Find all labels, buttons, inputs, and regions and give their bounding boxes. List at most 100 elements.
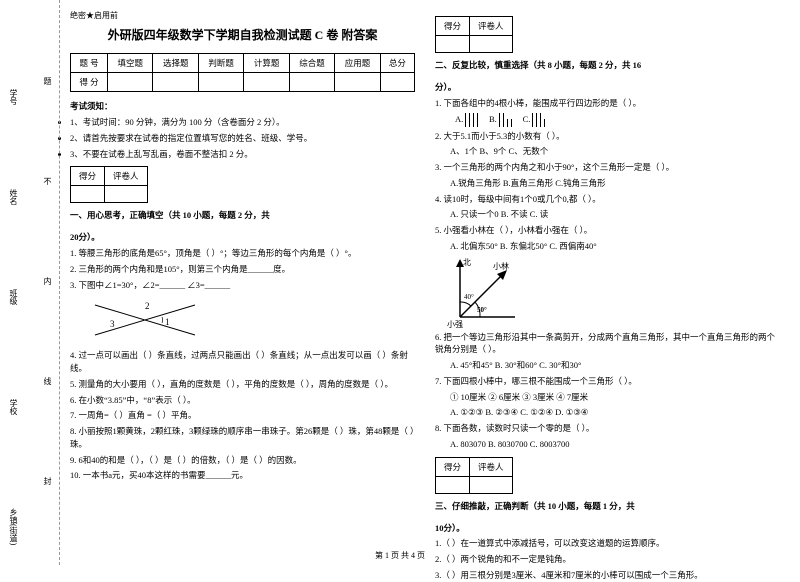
s2-q4-opts: A. 只读一个0 B. 不读 C. 读 [435, 208, 780, 221]
notice-1: 1、考试时间：90 分钟，满分为 100 分（含卷面分 2 分）。 [70, 116, 415, 129]
s2-q7-opts1: ① 10厘米 ② 6厘米 ③ 3厘米 ④ 7厘米 [435, 391, 780, 404]
marker3-blank-1[interactable] [436, 476, 470, 493]
marker3-blank-2[interactable] [470, 476, 513, 493]
score-r-6[interactable] [335, 73, 380, 92]
s1-q4: 4. 过一点可以画出（ ）条直线，过两点只能画出（ ）条直线；从一点出发可以画（… [70, 349, 415, 375]
svg-text:40°: 40° [464, 293, 474, 301]
score-h-1: 填空题 [108, 54, 153, 73]
dash-label-3: 内 [42, 277, 53, 285]
s2-q3-opts: A.锐角三角形 B.直角三角形 C.钝角三角形 [435, 177, 780, 190]
angle-3: 3 [110, 319, 115, 329]
marker-score: 得分 [71, 167, 105, 186]
score-r-2[interactable] [153, 73, 198, 92]
marker-grader: 评卷人 [105, 167, 148, 186]
s1-q1: 1. 等腰三角形的底角是65°，顶角是（ ）°；等边三角形的每个内角是（ ）°。 [70, 247, 415, 260]
s3-q1: 1.（ ）在一道算式中添减括号，可以改变这道题的运算顺序。 [435, 537, 780, 550]
s2-q4: 4. 读10时，每级中间有1个0或几个0,都（ ）。 [435, 193, 780, 206]
score-table: 题 号 填空题 选择题 判断题 计算题 综合题 应用题 总分 得 分 [70, 53, 415, 92]
binding-margin: 乡镇(街道) 学校 班级 姓名 学号 封 线 内 不 题 [0, 0, 60, 565]
marker-blank-1[interactable] [71, 186, 105, 203]
s1-q10: 10. 一本书a元，买40本这样的书需要______元。 [70, 469, 415, 482]
marker2-blank-2[interactable] [470, 36, 513, 53]
score-r-7[interactable] [380, 73, 414, 92]
dash-label-2: 线 [42, 377, 53, 385]
opt-b-label: B. [489, 114, 497, 124]
notice-title: 考试须知： [70, 100, 415, 112]
score-h-4: 计算题 [244, 54, 289, 73]
svg-text:北: 北 [463, 258, 471, 267]
dash-label-5: 题 [42, 77, 53, 85]
s2-q2: 2. 大于5.1而小于5.3的小数有（ ）。 [435, 130, 780, 143]
s1-q6: 6. 在小数“3.85”中，“8”表示（ ）。 [70, 394, 415, 407]
marker3-score: 得分 [436, 457, 470, 476]
s3-q3: 3.（ ）用三根分别是3厘米、4厘米和7厘米的小棒可以围成一个三角形。 [435, 569, 780, 582]
svg-text:50°: 50° [477, 306, 487, 314]
opt-a-label: A. [455, 114, 463, 124]
s1-q2: 2. 三角形的两个内角和是105°，则第三个内角是______度。 [70, 263, 415, 276]
score-h-0: 题 号 [71, 54, 108, 73]
marker2-grader: 评卷人 [470, 17, 513, 36]
svg-text:小林: 小林 [493, 261, 509, 271]
section-1-cont: 20分）。 [70, 231, 415, 244]
dash-label-4: 不 [42, 177, 53, 185]
s2-q5-opts: A. 北偏东50° B. 东偏北50° C. 西偏南40° [435, 240, 780, 253]
marker3-grader: 评卷人 [470, 457, 513, 476]
angle-figure: 3 2 1 [90, 295, 200, 345]
s2-q7-opts2: A. ①②③ B. ②③④ C. ①②④ D. ①③④ [435, 406, 780, 419]
s2-q8-opts: A. 803070 B. 8030700 C. 8003700 [435, 438, 780, 451]
marker-table-2: 得分评卷人 [435, 16, 513, 53]
s2-q2-opts: A、1个 B、9个 C、无数个 [435, 145, 780, 158]
marker-table-1: 得分评卷人 [70, 166, 148, 203]
s2-q8: 8. 下面各数，读数时只读一个零的是（ ）。 [435, 422, 780, 435]
s2-q1: 1. 下面各组中的4根小棒，能围成平行四边形的是（ ）。 [435, 97, 780, 110]
marker2-blank-1[interactable] [436, 36, 470, 53]
s1-q5: 5. 测量角的大小要用（ ），直角的度数是（ ），平角的度数是（ ），周角的度数… [70, 378, 415, 391]
notice-3: 3、不要在试卷上乱写乱画，卷面不整洁扣 2 分。 [70, 148, 415, 161]
section-3-cont: 10分）。 [435, 522, 780, 535]
page-footer: 第 1 页 共 4 页 [0, 550, 800, 561]
bars-b [499, 113, 512, 127]
label-name: 姓名 [8, 189, 19, 205]
section-2-title: 二、反复比较，慎重选择（共 8 小题，每题 2 分，共 16 [435, 60, 641, 70]
s2-q6-opts: A. 45°和45° B. 30°和60° C. 30°和30° [435, 359, 780, 372]
s2-q5: 5. 小强看小林在（ ），小林看小强在（ ）。 [435, 224, 780, 237]
bars-a [465, 113, 478, 127]
marker-blank-2[interactable] [105, 186, 148, 203]
score-h-6: 应用题 [335, 54, 380, 73]
score-h-7: 总分 [380, 54, 414, 73]
marker-table-3: 得分评卷人 [435, 457, 513, 494]
dash-label-1: 封 [42, 477, 53, 485]
score-r-5[interactable] [289, 73, 334, 92]
marker2-score: 得分 [436, 17, 470, 36]
s2-q3: 3. 一个三角形的两个内角之和小于90°，这个三角形一定是（ ）。 [435, 161, 780, 174]
compass-figure: 北 小林 小强 40° 50° [445, 257, 515, 327]
secret-label: 绝密★启用前 [70, 10, 415, 21]
s2-q1-opts: A. B. C. [435, 113, 780, 127]
score-h-3: 判断题 [198, 54, 243, 73]
score-r-3[interactable] [198, 73, 243, 92]
label-school: 学校 [8, 399, 19, 415]
angle-2: 2 [145, 301, 150, 311]
bars-c [532, 113, 545, 127]
s2-q6: 6. 把一个等边三角形沿其中一条高剪开，分成两个直角三角形，其中一个直角三角形的… [435, 331, 780, 357]
score-r-1[interactable] [108, 73, 153, 92]
label-township: 乡镇(街道) [8, 508, 19, 545]
svg-text:小强: 小强 [447, 320, 463, 329]
label-id: 学号 [8, 89, 19, 105]
notice-2: 2、请首先按要求在试卷的指定位置填写您的姓名、班级、学号。 [70, 132, 415, 145]
label-class: 班级 [8, 289, 19, 305]
s1-q9: 9. 6和40的和是（ ），（ ）是（ ）的倍数，（ ）是（ ）的因数。 [70, 454, 415, 467]
score-r-4[interactable] [244, 73, 289, 92]
s1-q8: 8. 小丽按照1颗黄珠，2颗红珠，3颗绿珠的顺序串一串珠子。第26颗是（ ）珠，… [70, 425, 415, 451]
exam-title: 外研版四年级数学下学期自我检测试题 C 卷 附答案 [70, 26, 415, 43]
angle-1: 1 [165, 317, 170, 327]
section-1-title: 一、用心思考，正确填空（共 10 小题，每题 2 分，共 [70, 210, 270, 220]
left-column: 绝密★启用前 外研版四年级数学下学期自我检测试题 C 卷 附答案 题 号 填空题… [70, 10, 415, 545]
score-h-2: 选择题 [153, 54, 198, 73]
s2-q7: 7. 下面四根小棒中，哪三根不能围成一个三角形（ ）。 [435, 375, 780, 388]
score-r-0: 得 分 [71, 73, 108, 92]
section-2-cont: 分）。 [435, 81, 780, 94]
opt-c-label: C. [523, 114, 531, 124]
score-h-5: 综合题 [289, 54, 334, 73]
right-column: 得分评卷人 二、反复比较，慎重选择（共 8 小题，每题 2 分，共 16 分）。… [435, 10, 780, 545]
